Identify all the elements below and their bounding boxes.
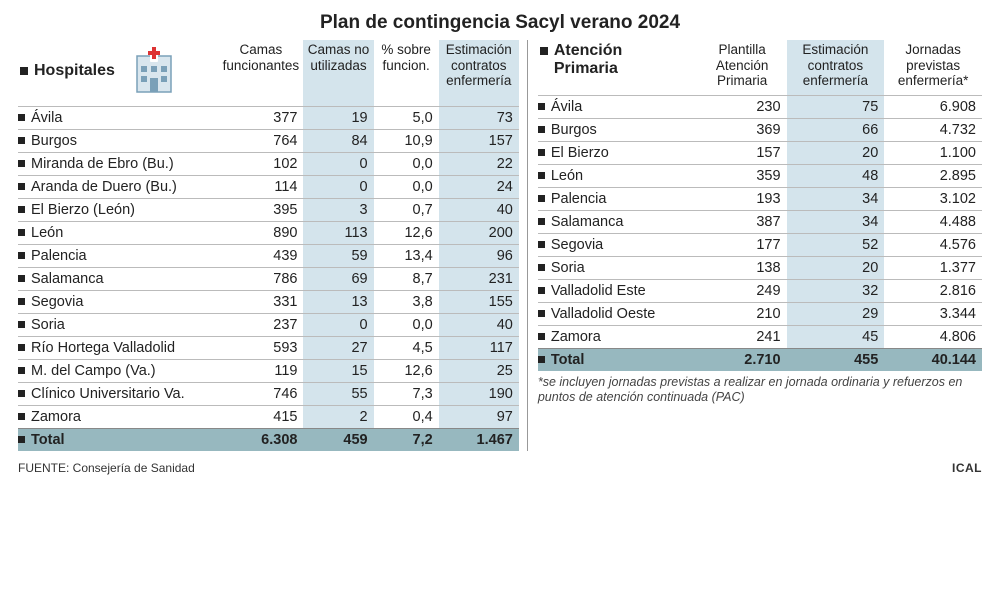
table-row: Río Hortega Valladolid593274,5117 [18,336,519,359]
source-label: FUENTE: Consejería de Sanidad [18,461,195,475]
table-row: El Bierzo (León)39530,740 [18,198,519,221]
section-bullet [540,47,548,55]
primary-table: AtenciónPrimaria Plantilla Atención Prim… [538,40,982,371]
table-row: Ávila230756.908 [538,95,982,118]
prim-col-3: Jornadas previstas enfermería* [884,40,982,95]
table-row: Soria23700,040 [18,313,519,336]
table-row: El Bierzo157201.100 [538,141,982,164]
hosp-col-4: Estimación contratos enfermería [439,40,519,106]
primary-section-label: AtenciónPrimaria [554,42,622,79]
table-row: Ávila377195,073 [18,106,519,129]
hospitals-section-label: Hospitales [34,62,115,80]
main-layout: Hospitales [18,40,982,451]
hosp-col-2: Camas no utilizadas [303,40,373,106]
section-bullet [20,67,28,75]
table-row: Aranda de Duero (Bu.)11400,024 [18,175,519,198]
table-row: M. del Campo (Va.)1191512,625 [18,359,519,382]
table-row: Segovia331133,8155 [18,290,519,313]
table-total-row: Total2.71045540.144 [538,348,982,371]
table-total-row: Total6.3084597,21.467 [18,428,519,451]
table-row: Zamora41520,497 [18,405,519,428]
table-row: Salamanca786698,7231 [18,267,519,290]
page-title: Plan de contingencia Sacyl verano 2024 [18,12,982,34]
table-row: León359482.895 [538,164,982,187]
table-row: Palencia193343.102 [538,187,982,210]
table-row: León89011312,6200 [18,221,519,244]
table-row: Palencia4395913,496 [18,244,519,267]
prim-col-2: Estimación contratos enfermería [787,40,885,95]
hosp-col-3: % sobre funcion. [374,40,439,106]
table-row: Valladolid Oeste210293.344 [538,302,982,325]
source-row: FUENTE: Consejería de Sanidad ICAL [18,461,982,475]
primary-footnote: *se incluyen jornadas previstas a realiz… [538,375,982,406]
table-row: Burgos7648410,9157 [18,129,519,152]
hospitals-panel: Hospitales [18,40,527,451]
table-row: Miranda de Ebro (Bu.)10200,022 [18,152,519,175]
table-row: Segovia177524.576 [538,233,982,256]
table-row: Soria138201.377 [538,256,982,279]
table-row: Valladolid Este249322.816 [538,279,982,302]
primary-panel: AtenciónPrimaria Plantilla Atención Prim… [527,40,982,451]
agency-label: ICAL [952,461,982,475]
table-row: Zamora241454.806 [538,325,982,348]
prim-col-1: Plantilla Atención Primaria [698,40,787,95]
table-row: Burgos369664.732 [538,118,982,141]
hosp-col-1: Camas funcionantes [218,40,303,106]
table-row: Clínico Universitario Va.746557,3190 [18,382,519,405]
table-row: Salamanca387344.488 [538,210,982,233]
hospital-icon [127,42,181,100]
hospitals-table: Hospitales [18,40,519,451]
